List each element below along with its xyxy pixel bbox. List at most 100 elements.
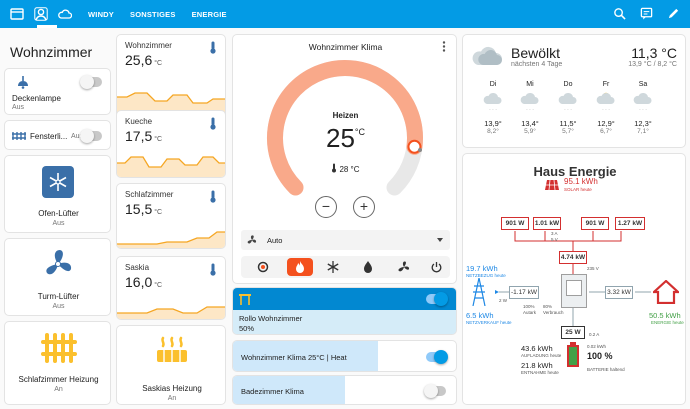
forecast-high: 11,5° [559,119,577,128]
weather-temp: 11,3 °C [631,45,677,61]
schlafzimmer-heizung-name: Schlafzimmer Heizung [18,375,99,384]
fan-mode-select[interactable]: Auto [241,230,450,250]
tab-overview-icon[interactable] [10,7,24,21]
radiator-icon [41,333,77,363]
cloudy-weather-icon [472,46,502,65]
heat-mode-button[interactable] [287,258,313,276]
autarky-label: Autark [523,310,537,315]
deckenlampe-toggle[interactable] [80,75,102,89]
house-label: ENERGIE heute [651,320,684,325]
turm-luefter-state: Aus [52,303,65,310]
fan-only-mode-icon[interactable] [398,261,410,273]
battery-discharged: 21.8 kWh [521,361,553,370]
thermometer-icon [210,117,216,130]
assist-chat-icon[interactable] [640,7,653,20]
forecast-day: Fr · · · 12,9° 6,7° [591,81,621,135]
saskias-heizung-tile[interactable]: Saskias Heizung An [116,325,226,405]
solar-power-total: 4.74 kW [559,251,587,264]
forecast-day-label: Do [563,81,573,88]
fenster-toggle[interactable] [80,129,102,143]
temp-name: Wohnzimmer [125,41,172,50]
tab-sonstiges[interactable]: SONSTIGES [130,9,176,19]
forecast-day-label: Sa [638,81,648,88]
forecast-high: 12,3° [634,119,652,128]
grid-import-label: NETZBEZUG heute [466,273,506,278]
tab-windy[interactable]: WINDY [88,9,114,19]
forecast-low: 8,2° [487,128,499,135]
rollo-toggle[interactable] [426,292,448,306]
schlafzimmer-heizung-tile[interactable]: Schlafzimmer Heizung An [4,321,111,405]
search-icon[interactable] [613,7,626,20]
deckenlampe-tile[interactable]: Deckenlampe Aus [4,68,111,115]
solar-panel-icon [545,179,559,191]
power-pylon-icon [472,278,486,306]
temp-card-schlafzimmer[interactable]: Schlafzimmer 15,5 °C [116,183,226,249]
panel-power-1: 901 W [501,217,529,230]
temp-value: 15,5 °C [125,201,163,217]
forecast-low: 6,7° [600,128,612,135]
panel-power-3: 901 W [581,217,609,230]
battery-small: 0.02 kWh [587,344,607,349]
blinds-icon [239,294,251,305]
temp-card-saskia[interactable]: Saskia 16,0 °C [116,256,226,320]
dry-mode-icon[interactable] [363,261,373,273]
auto-mode-icon[interactable] [257,261,269,273]
badezimmer-klima-slider-card[interactable]: Badezimmer Klima [232,375,457,405]
dropdown-arrow-icon [437,238,443,242]
tab-weather-icon[interactable] [58,7,72,21]
thermometer-icon [332,163,337,173]
house-icon [653,280,679,304]
rollo-card[interactable]: Rollo Wohnzimmer 50% [232,287,457,335]
fenster-tile[interactable]: Fensterli... Aus [4,120,111,150]
cool-mode-icon[interactable] [327,261,339,273]
energy-flow-lines [495,231,651,326]
wohnzimmer-klima-toggle[interactable] [426,350,448,364]
panel-power-4: 1.27 kW [615,217,645,230]
deckenlampe-name: Deckenlampe [12,94,61,103]
more-menu-icon[interactable] [442,41,446,52]
schlafzimmer-heizung-state: An [54,386,63,393]
ofen-luefter-state: Aus [52,220,65,227]
temp-card-wohnzimmer[interactable]: Wohnzimmer 25,6 °C [116,34,226,119]
room-title: Wohnzimmer [10,44,93,60]
battery-power: 25 W [561,326,585,339]
ceiling-lamp-icon [18,76,28,89]
weather-subtitle: nächsten 4 Tage [511,61,563,68]
forecast-low: 5,7° [562,128,574,135]
dial-handle [407,139,422,154]
forecast-low: 5,9° [524,128,536,135]
cloudy-weather-icon [633,92,652,104]
forecast-high: 13,9° [484,119,502,128]
temp-card-kueche[interactable]: Kueche 17,5 °C [116,110,226,178]
forecast-day: Di · · · 13,9° 8,2° [478,81,508,135]
wohnzimmer-klima-slider-card[interactable]: Wohnzimmer Klima 25°C | Heat [232,340,457,372]
tab-person-icon[interactable] [34,7,48,21]
house-total: 50.5 kWh [649,311,681,320]
decrease-button[interactable]: − [315,196,337,218]
turm-luefter-tile[interactable]: Turm-Lüfter Aus [4,238,111,316]
fan-icon [247,235,257,244]
power-off-icon[interactable] [431,261,442,273]
grid-import: 19.7 kWh [466,264,498,273]
grid-power: -1.17 kW [509,286,539,299]
tab-energie[interactable]: ENERGIE [191,9,227,19]
thermometer-icon [210,41,216,54]
ofen-luefter-name: Ofen-Lüfter [38,209,79,218]
badezimmer-klima-toggle[interactable] [424,384,446,398]
ofen-luefter-tile[interactable]: Ofen-Lüfter Aus [4,155,111,233]
solar-voltage: 235 V [587,266,599,271]
temp-history-graph [117,306,225,319]
increase-button[interactable]: + [353,196,375,218]
house-power: 3.32 kW [605,286,633,299]
hvac-mode-bar [241,256,450,278]
room-header: Wohnzimmer [4,34,111,64]
active-tab-indicator [37,25,57,28]
cloudy-weather-icon [596,92,615,104]
saskias-heizung-state: An [167,395,177,402]
saskias-heizung-name: Saskias Heizung [142,384,202,393]
edit-pencil-icon[interactable] [667,7,680,20]
battery-charged: 43.6 kWh [521,344,553,353]
weather-card[interactable]: Bewölkt nächsten 4 Tage 11,3 °C 13,9 °C … [462,34,686,148]
weather-range: 13,9 °C / 8,2 °C [628,61,677,68]
thermostat-dial[interactable] [260,53,430,223]
